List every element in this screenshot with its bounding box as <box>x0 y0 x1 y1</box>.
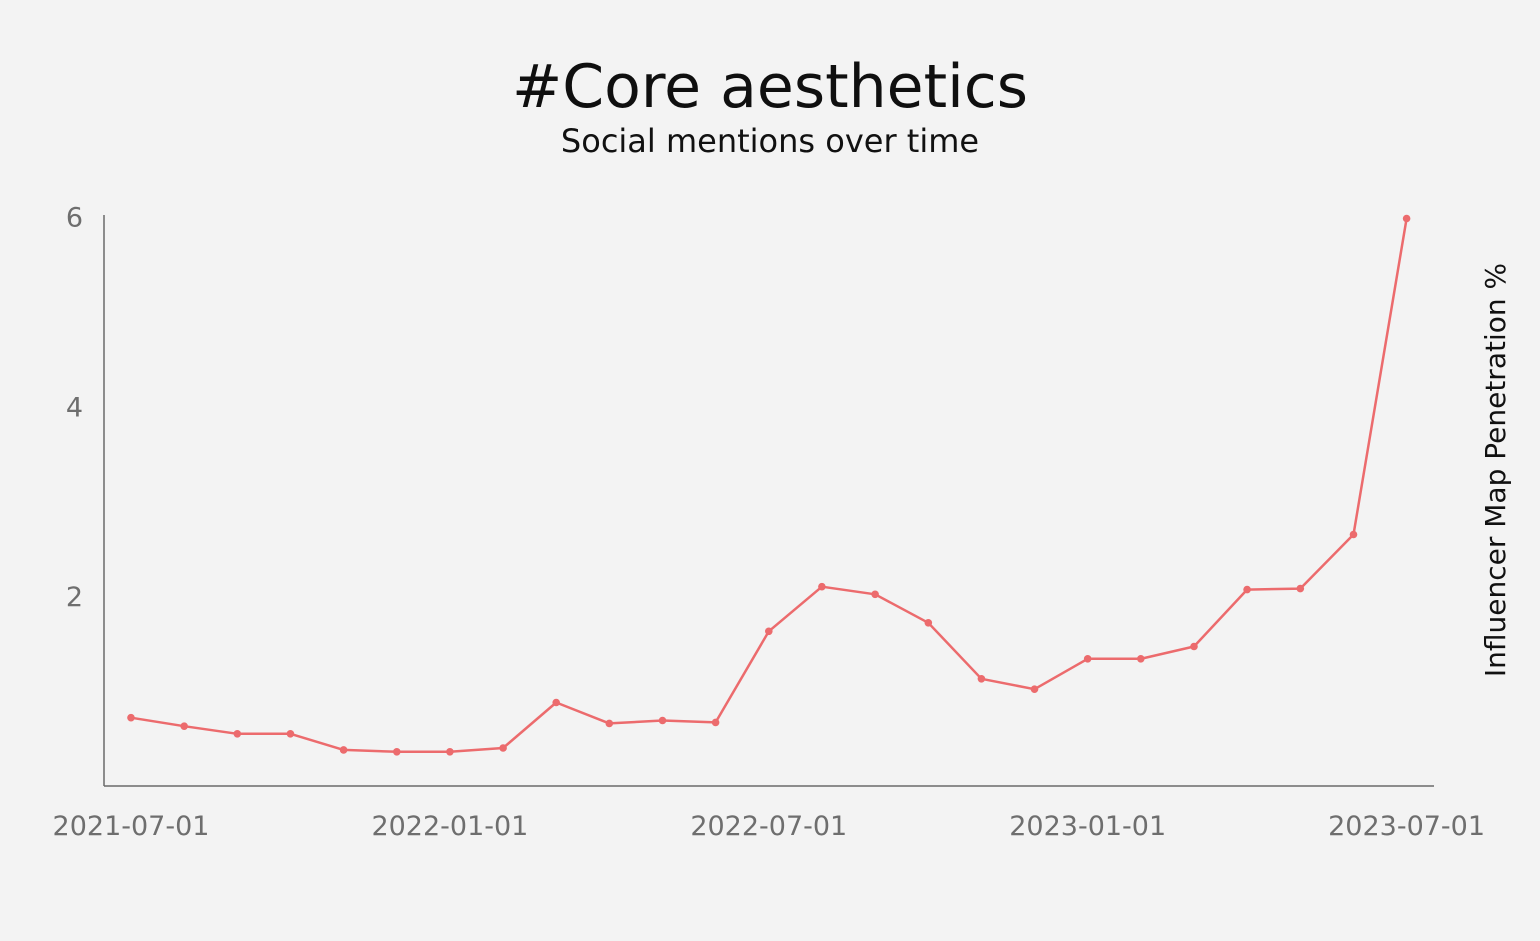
chart-title: #Core aesthetics <box>511 52 1029 122</box>
data-point[interactable] <box>1243 585 1251 594</box>
x-tick-label: 2022-01-01 <box>371 811 528 842</box>
data-point[interactable] <box>1190 642 1198 651</box>
data-point[interactable] <box>233 730 242 738</box>
data-point[interactable] <box>1030 685 1039 693</box>
data-point[interactable] <box>1349 530 1358 539</box>
data-point[interactable] <box>924 619 933 627</box>
data-point[interactable] <box>180 722 188 730</box>
y-tick-label: 6 <box>66 203 83 234</box>
x-tick-labels: 2021-07-01 2022-01-01 2022-07-01 2023-01-01… <box>53 811 1486 842</box>
y-tick-label: 2 <box>66 582 83 613</box>
data-point[interactable] <box>1296 584 1305 593</box>
data-point[interactable] <box>339 746 348 754</box>
y-tick-label: 4 <box>66 392 83 423</box>
data-point[interactable] <box>552 698 560 707</box>
x-tick-label: 2023-01-01 <box>1009 811 1166 842</box>
data-point[interactable] <box>977 675 986 683</box>
data-point[interactable] <box>286 730 295 738</box>
data-point[interactable] <box>446 748 454 756</box>
data-point[interactable] <box>393 748 401 756</box>
data-point[interactable] <box>499 744 507 752</box>
series-line <box>130 218 1408 754</box>
chart-subtitle: Social mentions over time <box>560 122 980 160</box>
data-point[interactable] <box>127 713 135 722</box>
y-axis-label: Influencer Map Penetration % <box>1479 263 1512 677</box>
data-point[interactable] <box>765 627 773 636</box>
data-point[interactable] <box>711 718 720 727</box>
series-points <box>127 214 1411 756</box>
data-point[interactable] <box>605 719 614 728</box>
data-point[interactable] <box>1137 655 1145 663</box>
data-point[interactable] <box>1402 214 1411 223</box>
x-tick-label: 2021-07-01 <box>53 811 210 842</box>
x-tick-label: 2022-07-01 <box>690 811 847 842</box>
y-tick-labels: 2 4 6 <box>66 203 83 614</box>
data-point[interactable] <box>658 716 667 725</box>
data-point[interactable] <box>871 590 879 599</box>
data-point[interactable] <box>818 582 826 591</box>
x-tick-label: 2023-07-01 <box>1328 811 1485 842</box>
data-point[interactable] <box>1083 655 1092 663</box>
